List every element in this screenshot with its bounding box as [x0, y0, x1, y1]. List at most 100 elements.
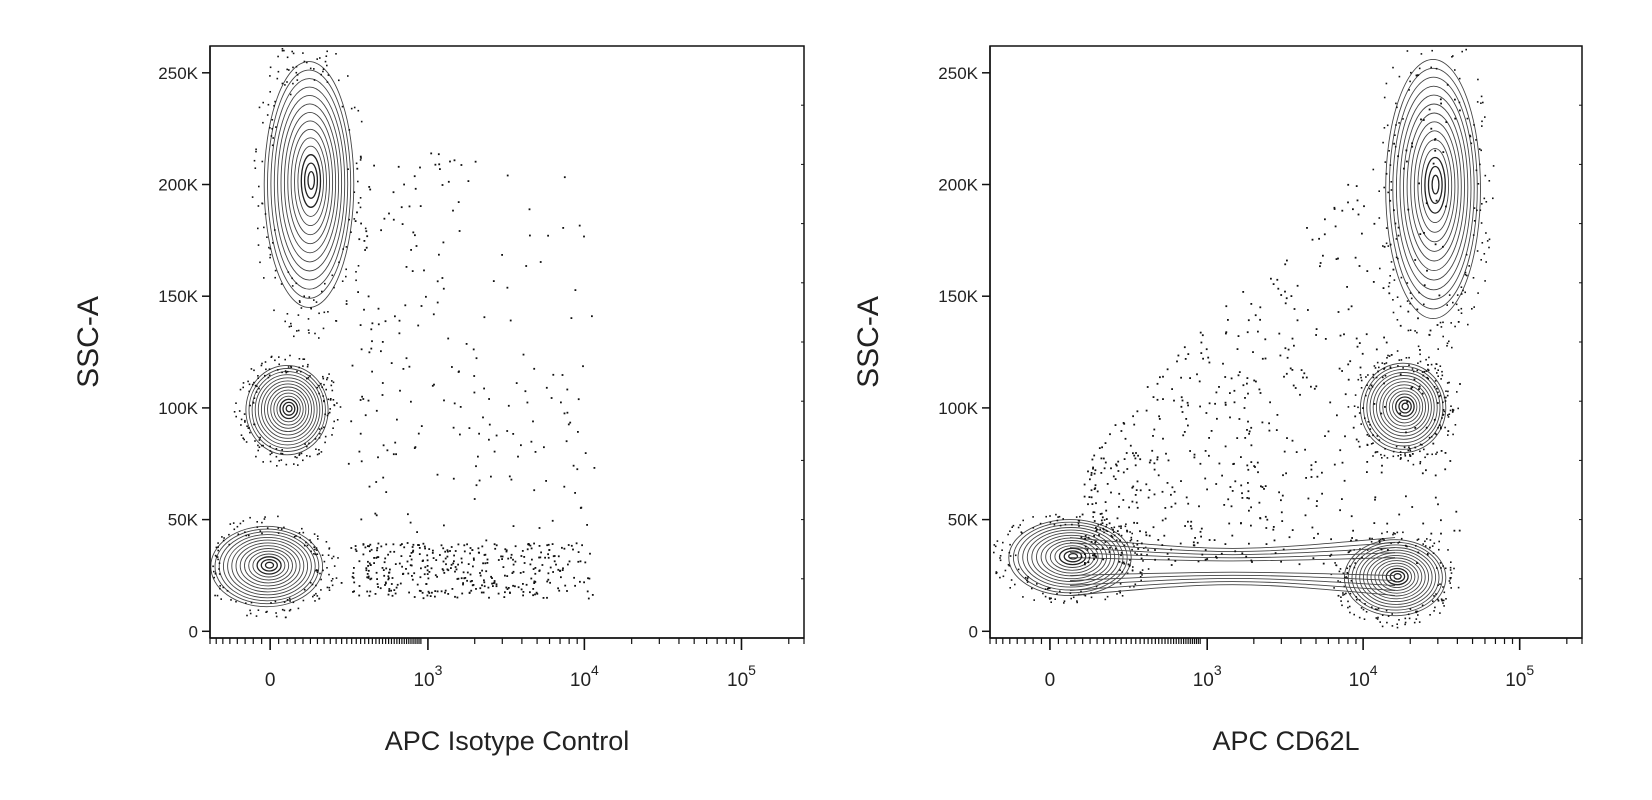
event-dot — [269, 253, 272, 256]
event-dot — [1459, 383, 1461, 385]
event-dot — [1458, 529, 1461, 532]
event-dot — [276, 465, 278, 467]
event-dot — [286, 81, 288, 83]
event-dot — [410, 400, 412, 403]
event-dot — [375, 409, 378, 412]
event-dot — [1153, 468, 1156, 471]
event-dot — [456, 578, 459, 580]
event-dot — [1192, 541, 1195, 544]
event-dot — [1084, 563, 1086, 566]
event-dot — [1316, 500, 1318, 502]
event-dot — [1406, 300, 1409, 302]
event-dot — [308, 332, 310, 334]
event-dot — [1093, 554, 1096, 557]
event-dot — [420, 567, 422, 570]
event-dot — [1441, 370, 1443, 373]
event-dot — [348, 129, 351, 131]
contour-ring — [287, 120, 334, 245]
event-dot — [319, 432, 321, 435]
event-dot — [510, 478, 513, 481]
event-dot — [1119, 569, 1121, 571]
event-dot — [1174, 560, 1177, 562]
event-dot — [285, 371, 287, 374]
event-dot — [469, 573, 472, 576]
event-dot — [1434, 606, 1436, 609]
event-dot — [270, 602, 272, 604]
event-dot — [1368, 387, 1371, 390]
event-dot — [1223, 504, 1226, 506]
event-dot — [524, 390, 527, 393]
event-dot — [1200, 535, 1202, 538]
event-dot — [375, 571, 378, 574]
event-dot — [1442, 409, 1445, 411]
event-dot — [1419, 353, 1421, 356]
event-dot — [1439, 321, 1442, 324]
event-dot — [1448, 294, 1451, 296]
event-dot — [1398, 75, 1401, 78]
event-dot — [1366, 384, 1368, 386]
event-dot — [1286, 437, 1288, 439]
event-dot — [1484, 280, 1486, 282]
event-dot — [547, 572, 550, 575]
event-dot — [1374, 608, 1377, 610]
event-dot — [266, 610, 268, 613]
event-dot — [1366, 444, 1369, 446]
event-dot — [1364, 603, 1366, 605]
event-dot — [275, 612, 277, 614]
event-dot — [1419, 450, 1421, 453]
event-dot — [306, 455, 308, 457]
event-dot — [1356, 199, 1359, 202]
event-dot — [1286, 356, 1289, 359]
population-contours — [210, 48, 367, 619]
event-dot — [274, 269, 277, 272]
event-dot — [1100, 523, 1102, 526]
event-dot — [1407, 459, 1409, 462]
event-dot — [1084, 562, 1086, 564]
event-dot — [1366, 270, 1369, 272]
event-dot — [1063, 600, 1066, 602]
contour-ring — [1385, 387, 1424, 427]
event-dot — [1456, 294, 1459, 296]
event-dot — [1250, 461, 1253, 463]
event-dot — [1127, 563, 1130, 566]
event-dot — [1173, 399, 1175, 402]
event-dot — [1387, 191, 1389, 194]
event-dot — [1163, 534, 1166, 537]
event-dot — [1213, 539, 1216, 541]
event-dot — [1002, 541, 1004, 544]
event-dot — [256, 526, 259, 528]
event-dot — [1432, 552, 1435, 554]
event-dot — [1339, 449, 1342, 452]
event-dot — [214, 572, 217, 575]
event-dot — [399, 544, 402, 547]
event-dot — [1106, 483, 1109, 485]
band-contour — [1070, 557, 1396, 562]
event-dot — [298, 532, 301, 534]
event-dot — [1184, 525, 1186, 527]
event-dot — [313, 68, 315, 70]
event-dot — [1315, 334, 1317, 336]
event-dot — [446, 568, 449, 571]
population-lymphocytes-cd62l- — [993, 511, 1150, 604]
event-dot — [1132, 485, 1135, 488]
y-tick-label: 50K — [948, 511, 979, 530]
event-dot — [534, 567, 537, 569]
event-dot — [1247, 482, 1249, 484]
event-dot — [253, 381, 255, 384]
event-dot — [289, 354, 291, 357]
event-dot — [1131, 532, 1133, 535]
event-dot — [1395, 445, 1398, 448]
event-dot — [1425, 202, 1428, 205]
event-dot — [1110, 527, 1113, 529]
event-dot — [1261, 486, 1264, 488]
event-dot — [466, 543, 468, 546]
event-dot — [561, 374, 564, 376]
event-dot — [1199, 530, 1202, 533]
event-dot — [392, 543, 395, 546]
event-dot — [1429, 329, 1432, 332]
event-dot — [1343, 333, 1345, 336]
event-dot — [359, 324, 362, 326]
event-dot — [1117, 470, 1120, 472]
event-dot — [410, 558, 413, 561]
event-dot — [212, 565, 214, 568]
